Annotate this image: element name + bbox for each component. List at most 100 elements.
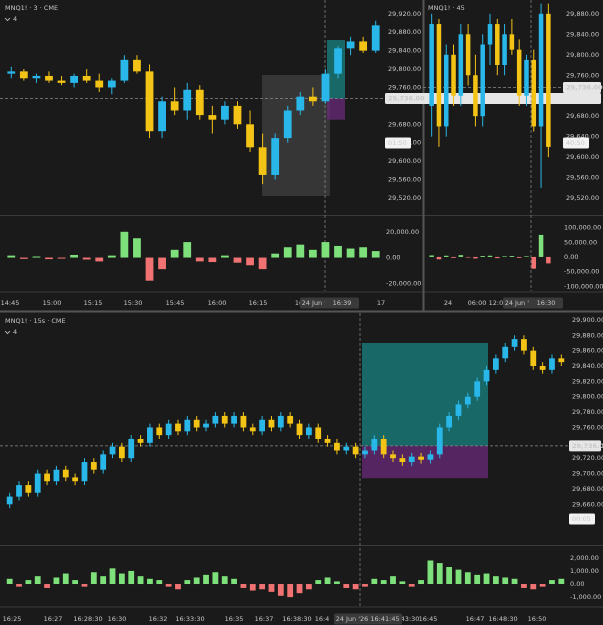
candle-body	[95, 80, 104, 88]
panel-title: MNQ1! · 3 · CME	[5, 4, 58, 12]
indicator-bar	[82, 257, 91, 260]
crosshair-price-box	[569, 440, 601, 452]
candle-body	[546, 13, 551, 147]
candle-body	[62, 469, 69, 478]
indicator-bar	[34, 576, 41, 585]
crosshair-time-label: 16:30	[537, 299, 556, 307]
x-tick-label: 16:30	[108, 615, 127, 623]
panel-title: MNQ1! · 45	[428, 4, 465, 12]
indicator-bar	[511, 578, 518, 585]
indicator-bar	[184, 580, 191, 585]
candle-body	[70, 75, 79, 83]
indicator-bar	[16, 584, 22, 587]
indicator-bar	[170, 249, 179, 258]
candle-body	[480, 44, 485, 117]
indicator-bar	[483, 573, 490, 585]
indicator-bar	[72, 580, 79, 585]
countdown-label: 40:50	[566, 139, 585, 147]
candle-body	[233, 105, 242, 125]
x-tick-label: 16:38:30	[282, 615, 311, 623]
indicator-bar	[446, 567, 453, 585]
candle-body	[558, 358, 565, 363]
x-tick-label: 16:32	[149, 615, 168, 623]
candle-body	[443, 54, 449, 127]
x-tick-label: 16:4	[315, 615, 330, 623]
indicator-bar	[156, 580, 163, 585]
indicator-bar	[147, 578, 153, 585]
candle-body	[516, 49, 522, 96]
indicator-bar	[118, 573, 125, 585]
indicator-bar	[359, 247, 368, 258]
indicator-bar	[95, 257, 104, 262]
indicator-bar	[308, 249, 317, 258]
indicator-bar	[531, 256, 537, 269]
crosshair-time-label: 16:39	[333, 299, 352, 307]
candle-body	[90, 462, 97, 470]
x-tick-label: 16:28:30	[73, 615, 102, 623]
x-tick-label: 15:45	[166, 299, 185, 307]
x-tick-label: 06:00	[468, 299, 487, 307]
candle-body	[436, 24, 442, 127]
candle-body	[334, 48, 342, 74]
candle-body	[436, 427, 443, 455]
indicator-bar	[240, 584, 247, 588]
y-tick-label: 29,800.00	[566, 51, 599, 59]
x-tick-label: 12:00	[489, 299, 508, 307]
indicator-bar	[145, 257, 154, 281]
indicator-bar	[233, 257, 242, 263]
candle-body	[538, 13, 544, 127]
candle-body	[221, 105, 229, 120]
x-tick-label: 16:33:30	[175, 615, 204, 623]
x-tick-label: 16:37	[255, 615, 274, 623]
candle-body	[455, 404, 462, 416]
indicator-bar	[546, 256, 551, 264]
candle-body	[45, 75, 53, 81]
indicator-bar	[287, 584, 294, 598]
y-tick-label: 29,680.00	[572, 485, 603, 493]
target-zone	[362, 342, 488, 446]
indicator-bar	[212, 572, 219, 585]
y-tick-label: 29,780.00	[572, 408, 603, 416]
x-tick-label: 16:45	[419, 615, 438, 623]
y-tick-label: 29,760.00	[566, 71, 599, 79]
indicator-bar	[259, 584, 266, 590]
y-tick-label: 29,900.00	[572, 316, 603, 324]
candle-body	[521, 339, 527, 351]
indicator-bar	[208, 257, 217, 263]
crosshair-date-label: 24 Jun '26	[505, 299, 538, 307]
candle-body	[524, 59, 529, 96]
x-tick-label: 17	[377, 299, 385, 307]
y-tick-label: 29,720.00	[572, 454, 603, 462]
indicator-bar	[549, 580, 555, 585]
panel-title: MNQ1! · 15s · CME	[5, 317, 66, 325]
indicator-bar	[524, 256, 529, 257]
indicator-bar	[371, 578, 378, 585]
y-tick-label: 29,700.00	[572, 470, 603, 478]
candle-body	[240, 415, 247, 428]
indicator-tick-label: -100,000.00	[564, 282, 603, 290]
candle-body	[259, 419, 266, 432]
candle-body	[221, 415, 228, 424]
indicator-bar	[539, 584, 546, 587]
candle-body	[283, 110, 292, 139]
candle-body	[258, 147, 267, 175]
y-tick-label: 29,640.00	[566, 133, 599, 141]
candle-body	[246, 124, 254, 148]
indicator-tick-label: 0.00	[570, 580, 584, 588]
x-tick-label: 16:35	[225, 615, 244, 623]
indicator-bar	[53, 577, 60, 585]
indicator-bar	[436, 256, 442, 260]
indicator-bar	[249, 584, 256, 591]
candle-body	[208, 115, 217, 120]
indicator-bar	[203, 574, 209, 585]
candle-body	[53, 469, 60, 482]
indicator-bar	[221, 255, 229, 258]
x-tick-label: 16:00	[208, 299, 227, 307]
candle-body	[57, 80, 66, 83]
y-tick-label: 29,560.00	[566, 174, 599, 182]
countdown-box	[569, 513, 595, 525]
x-tick-label: 43:30	[401, 615, 420, 623]
candle-body	[362, 450, 368, 455]
y-tick-label: 29,760.00	[572, 423, 603, 431]
indicator-bar	[133, 238, 141, 258]
